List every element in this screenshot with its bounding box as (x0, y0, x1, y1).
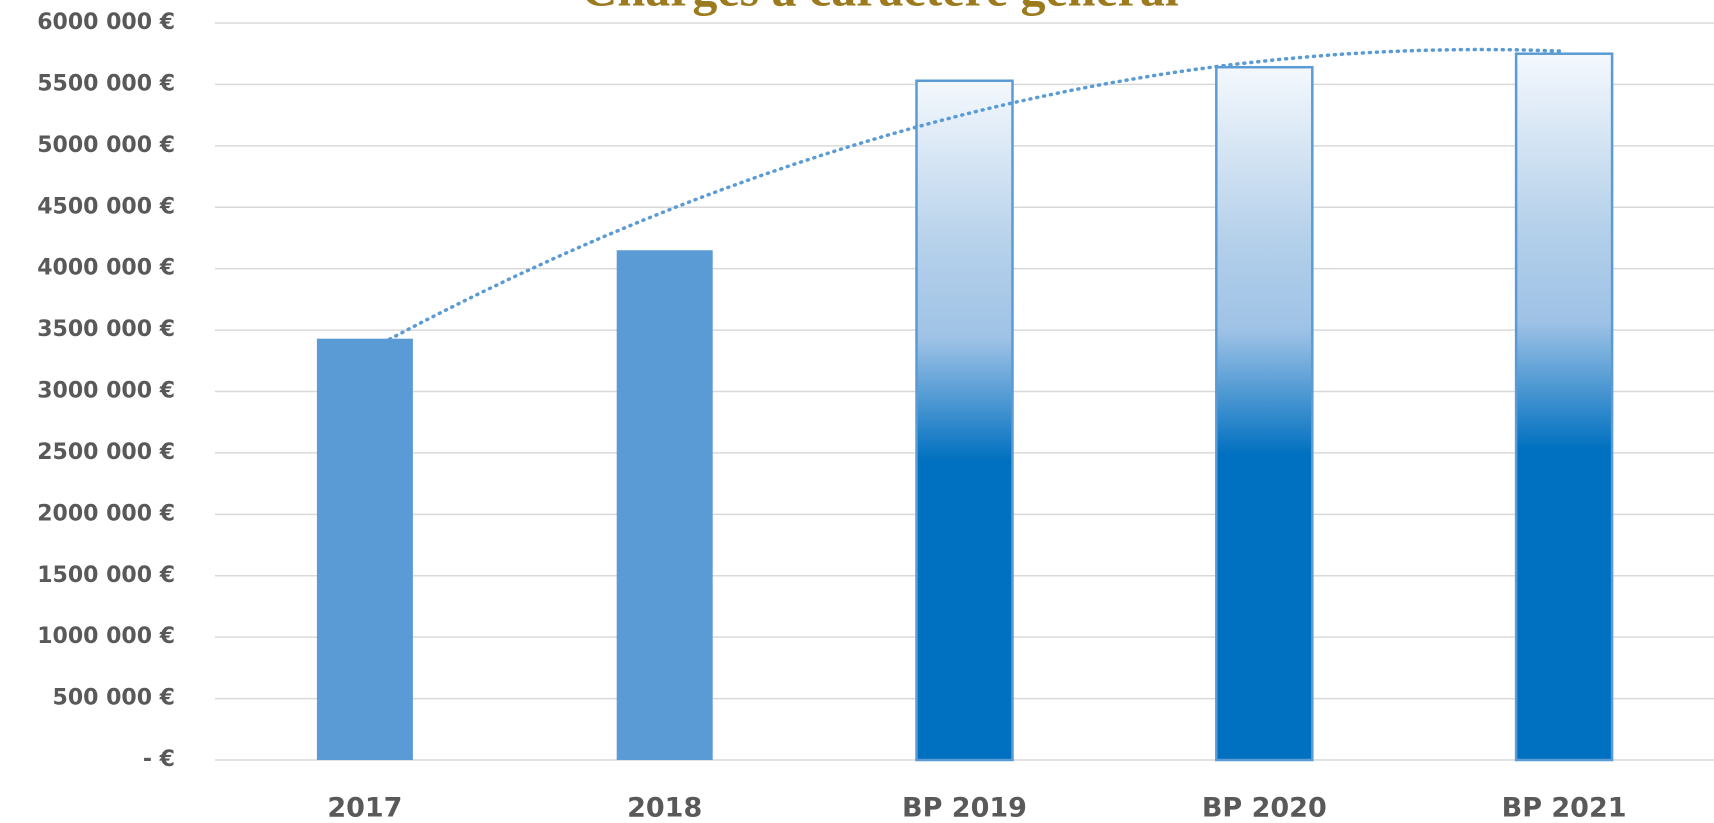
y-tick-label: 1000 000 € (37, 624, 175, 649)
bar (316, 338, 413, 760)
bar (616, 250, 713, 760)
y-tick-label: - € (143, 747, 175, 772)
bar (915, 79, 1014, 762)
y-tick-label: 6000 000 € (37, 10, 175, 35)
bar (1215, 65, 1314, 762)
x-tick-label: BP 2021 (1502, 793, 1627, 823)
x-tick-label: BP 2019 (902, 793, 1027, 823)
y-tick-label: 2000 000 € (37, 501, 175, 526)
y-tick-label: 4500 000 € (37, 194, 175, 219)
x-tick-label: 2017 (327, 793, 402, 823)
y-tick-label: 4000 000 € (37, 256, 175, 281)
y-tick-label: 5000 000 € (37, 133, 175, 158)
trendline (363, 47, 1566, 355)
y-tick-label: 3000 000 € (37, 379, 175, 404)
chart-title: Charges à caractère général (581, 0, 1179, 16)
y-tick-label: 1500 000 € (37, 563, 175, 588)
y-tick-label: 5500 000 € (37, 71, 175, 96)
x-tick-label: 2018 (627, 793, 702, 823)
y-tick-label: 2500 000 € (37, 440, 175, 465)
x-tick-label: BP 2020 (1202, 793, 1327, 823)
y-tick-label: 3500 000 € (37, 317, 175, 342)
y-tick-label: 500 000 € (53, 686, 175, 711)
bar (1514, 52, 1614, 762)
